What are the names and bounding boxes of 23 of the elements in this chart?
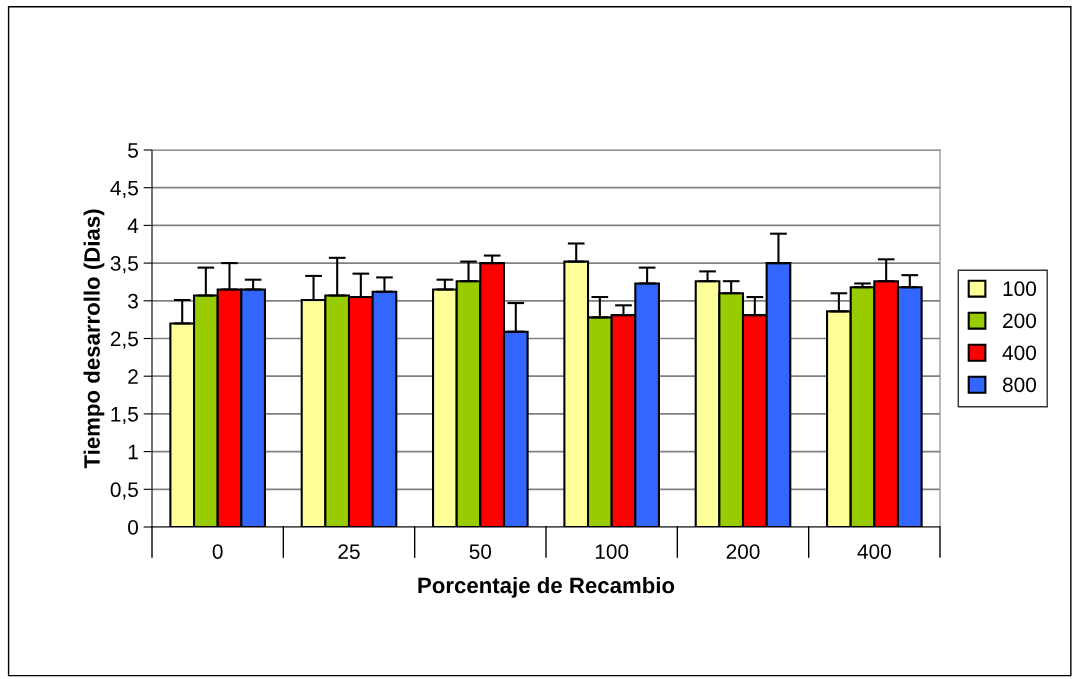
y-tick-label: 2 <box>128 369 138 384</box>
x-tick-label: 25 <box>338 544 360 559</box>
y-tick-label: 3,5 <box>110 256 138 274</box>
x-tick-label: 400 <box>857 544 891 559</box>
legend-label: 400 <box>1002 345 1036 361</box>
y-tick-label: 4 <box>127 218 139 233</box>
y-tick-label: 0 <box>128 520 138 535</box>
y-tick-label: 4,5 <box>110 180 138 198</box>
y-tick-label: 2,5 <box>110 331 138 349</box>
x-tick-label: 100 <box>595 544 629 559</box>
y-tick-label: 0,5 <box>110 482 138 500</box>
y-tick-label: 3 <box>128 293 138 309</box>
x-tick-label: 0 <box>212 544 223 559</box>
y-tick-label: 5 <box>128 143 138 158</box>
legend-label: 100 <box>1003 281 1036 297</box>
y-tick-label: 1,5 <box>111 407 138 425</box>
x-axis-title: Porcentaje de Recambio <box>418 576 675 598</box>
y-axis-title: Tiempo desarrollo (Dias) <box>83 209 105 469</box>
legend-label: 800 <box>1002 377 1036 393</box>
x-tick-label: 200 <box>726 544 760 559</box>
y-tick-label: 1 <box>128 444 138 460</box>
x-tick-label: 50 <box>469 544 492 559</box>
legend-label: 200 <box>1003 313 1036 329</box>
